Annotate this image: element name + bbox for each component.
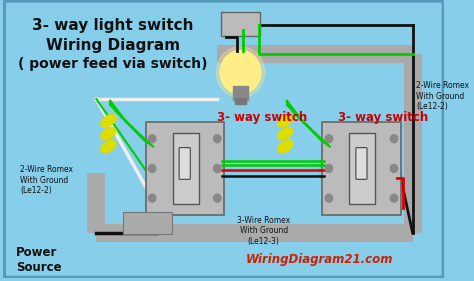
Text: Power
Source: Power Source	[16, 246, 62, 274]
FancyBboxPatch shape	[356, 148, 367, 179]
Circle shape	[214, 135, 221, 143]
Bar	[233, 86, 248, 100]
FancyBboxPatch shape	[173, 133, 199, 204]
Ellipse shape	[278, 140, 293, 153]
Ellipse shape	[101, 140, 116, 153]
Text: 3- way switch: 3- way switch	[217, 111, 308, 124]
Circle shape	[216, 47, 264, 98]
Ellipse shape	[278, 115, 293, 127]
FancyBboxPatch shape	[349, 133, 375, 204]
Text: 2-Wire Romex
With Ground
(Le12-2): 2-Wire Romex With Ground (Le12-2)	[416, 81, 469, 111]
Circle shape	[148, 194, 156, 202]
Text: 3- way switch: 3- way switch	[338, 111, 428, 124]
Circle shape	[220, 51, 261, 94]
Text: Wiring Diagram: Wiring Diagram	[46, 38, 180, 53]
FancyBboxPatch shape	[123, 212, 172, 234]
Ellipse shape	[101, 115, 116, 127]
Text: WiringDiagram21.com: WiringDiagram21.com	[246, 253, 393, 266]
FancyBboxPatch shape	[146, 122, 224, 215]
Bar	[235, 98, 246, 104]
Circle shape	[325, 164, 333, 173]
Ellipse shape	[101, 128, 116, 140]
Text: 3-Wire Romex
With Ground
(Le12-3): 3-Wire Romex With Ground (Le12-3)	[237, 216, 291, 246]
Circle shape	[148, 135, 156, 143]
Circle shape	[390, 135, 398, 143]
Circle shape	[214, 194, 221, 202]
FancyBboxPatch shape	[179, 148, 190, 179]
Circle shape	[390, 194, 398, 202]
Text: 2-Wire Romex
With Ground
(Le12-2): 2-Wire Romex With Ground (Le12-2)	[20, 166, 73, 195]
Text: 3- way light switch: 3- way light switch	[32, 18, 194, 33]
Text: ( power feed via switch): ( power feed via switch)	[18, 58, 208, 71]
Circle shape	[148, 164, 156, 173]
Circle shape	[390, 164, 398, 173]
Ellipse shape	[278, 128, 293, 140]
Circle shape	[325, 194, 333, 202]
Circle shape	[214, 164, 221, 173]
FancyBboxPatch shape	[221, 12, 260, 36]
FancyBboxPatch shape	[4, 1, 443, 277]
FancyBboxPatch shape	[322, 122, 401, 215]
Circle shape	[325, 135, 333, 143]
